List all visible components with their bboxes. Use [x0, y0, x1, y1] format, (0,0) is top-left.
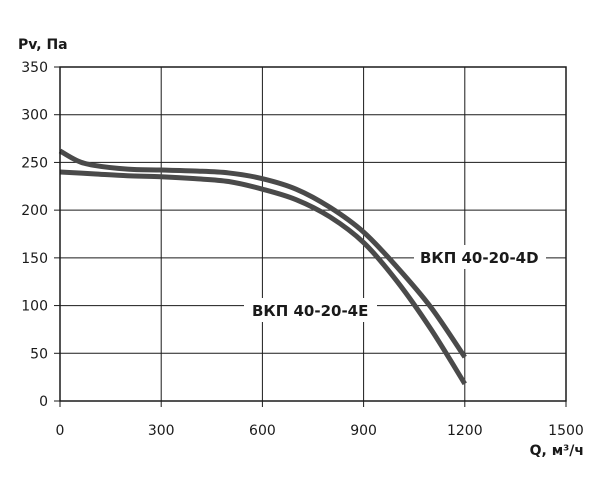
x-tick-label: 0	[56, 423, 65, 439]
series-label-bg-4d	[414, 245, 546, 269]
series-label-4d: ВКП 40-20-4D	[420, 249, 539, 267]
series-line-4d	[58, 148, 467, 359]
series-label-4e: ВКП 40-20-4E	[252, 302, 368, 320]
y-tick-label: 300	[21, 108, 48, 124]
y-tick-label: 100	[21, 299, 48, 315]
series-lines	[58, 148, 467, 386]
y-axis-label: Pv, Па	[18, 37, 68, 53]
y-tick-labels: 0 50 100 150 200 250 300 350	[21, 60, 48, 410]
x-tick-label: 900	[350, 423, 377, 439]
y-tick-label: 50	[30, 346, 48, 362]
x-tick-label: 1500	[548, 423, 584, 439]
y-tick-label: 350	[21, 60, 48, 76]
y-tick-label: 200	[21, 203, 48, 219]
y-tick-label: 150	[21, 251, 48, 267]
y-tick-label: 0	[39, 394, 48, 410]
grid	[54, 66, 567, 407]
x-tick-label: 600	[249, 423, 276, 439]
x-tick-label: 300	[148, 423, 175, 439]
plot-frame	[59, 66, 567, 402]
y-tick-label: 250	[21, 155, 48, 171]
x-tick-label: 1200	[447, 423, 483, 439]
x-tick-labels: 0 300 600 900 1200 1500	[56, 423, 584, 439]
series-line-4e	[59, 169, 467, 386]
x-axis-label: Q, м³/ч	[530, 443, 584, 459]
series-label-bg-4e	[244, 298, 377, 322]
